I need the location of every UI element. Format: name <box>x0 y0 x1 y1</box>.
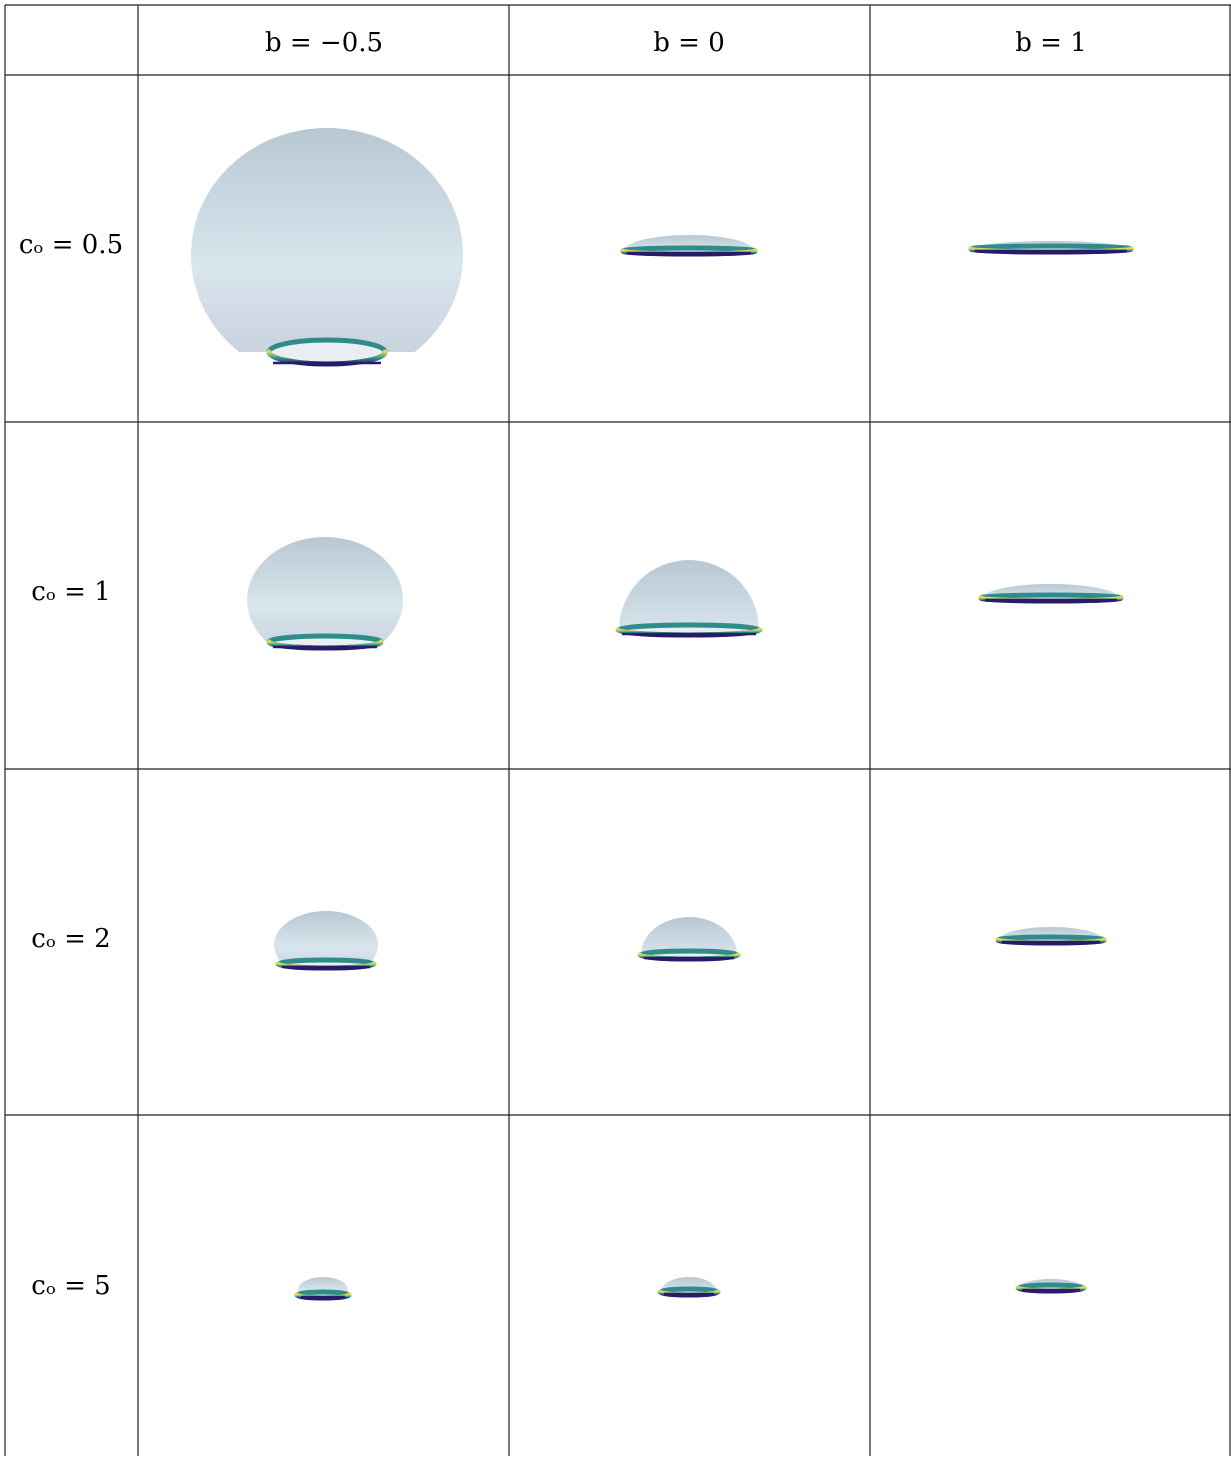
droplet-body <box>641 917 737 955</box>
column-header: b = −0.5 <box>265 28 383 58</box>
droplet <box>191 128 463 367</box>
droplet <box>657 1277 721 1298</box>
droplet <box>978 584 1124 604</box>
droplet <box>247 537 403 651</box>
droplet <box>294 1277 352 1301</box>
droplet-body <box>619 560 759 630</box>
column-header: b = 0 <box>653 28 725 58</box>
droplet <box>637 917 741 962</box>
column-header: b = 1 <box>1015 28 1087 58</box>
table-grid <box>4 4 1231 1456</box>
row-label: cₒ = 0.5 <box>19 230 123 260</box>
droplet <box>620 235 758 257</box>
droplet <box>274 911 378 971</box>
droplet-body <box>191 128 463 352</box>
droplet-body <box>247 537 403 642</box>
droplet <box>1015 1279 1087 1294</box>
droplet <box>615 560 763 638</box>
row-label: cₒ = 5 <box>31 1271 110 1301</box>
row-label: cₒ = 1 <box>31 577 110 607</box>
droplet <box>995 927 1107 946</box>
droplet-body <box>274 911 378 964</box>
droplet <box>968 241 1134 255</box>
row-label: cₒ = 2 <box>31 924 110 954</box>
